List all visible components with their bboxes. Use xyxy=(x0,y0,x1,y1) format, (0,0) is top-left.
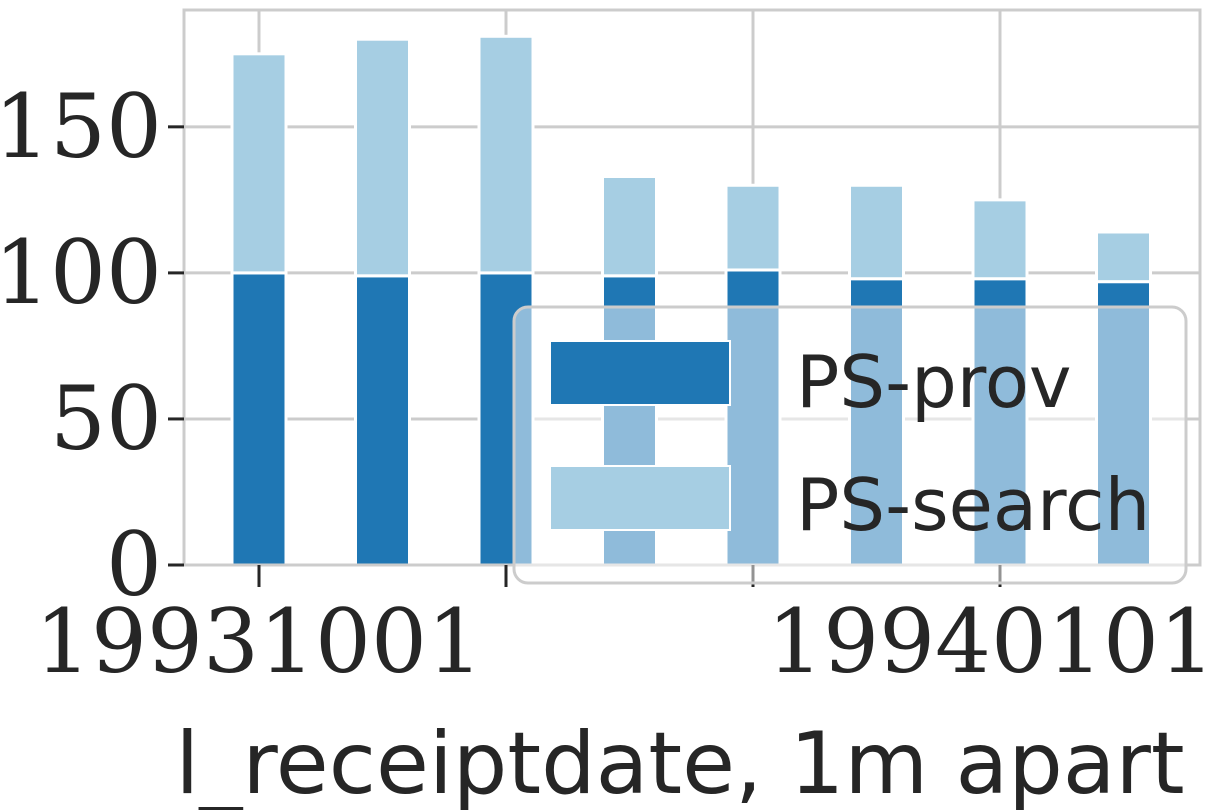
x-tick-label-0: 19931001 xyxy=(35,590,483,693)
y-tick-label-100: 100 xyxy=(0,221,162,324)
legend-swatch-ps-search xyxy=(549,465,731,531)
y-tick-label-0: 0 xyxy=(106,513,162,616)
bar-ps-search-1 xyxy=(354,37,411,278)
x-tick-label-6: 19940101 xyxy=(767,590,1215,693)
bar-ps-search-0 xyxy=(230,52,288,275)
bar-ps-search-6 xyxy=(971,198,1029,281)
ticks: 0 50 100 150 19931001 19940101 xyxy=(0,75,1215,693)
legend-label-ps-search: PS-search xyxy=(796,463,1150,547)
legend-swatch-ps-prov xyxy=(549,340,731,406)
y-tick-label-150: 150 xyxy=(0,75,162,178)
bar-ps-prov-0 xyxy=(230,271,288,567)
bar-ps-prov-1 xyxy=(354,274,411,567)
legend: PS-prov PS-search xyxy=(512,305,1188,585)
bar-ps-search-4 xyxy=(724,183,782,272)
legend-label-ps-prov: PS-prov xyxy=(796,340,1071,424)
bar-ps-search-5 xyxy=(848,183,905,281)
bar-ps-search-2 xyxy=(477,34,535,275)
bar-ps-search-3 xyxy=(601,175,658,278)
bar-ps-search-7 xyxy=(1095,230,1152,284)
y-tick-label-50: 50 xyxy=(50,367,162,470)
x-axis-label: l_receiptdate, 1m apart xyxy=(175,714,1184,810)
